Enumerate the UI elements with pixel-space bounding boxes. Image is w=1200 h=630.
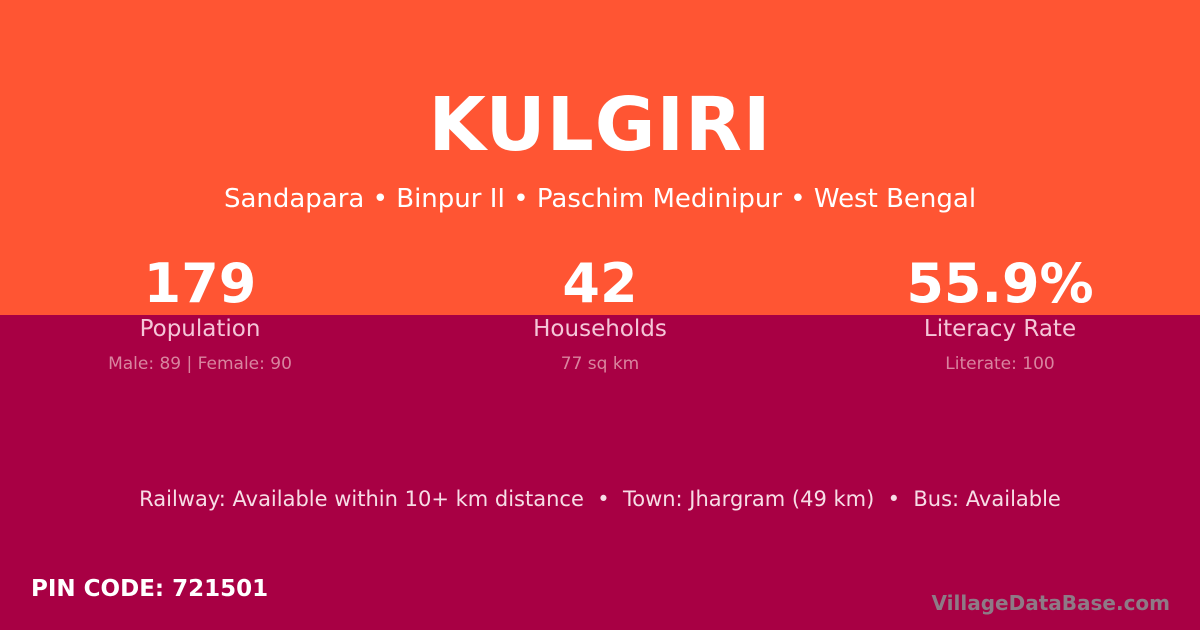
footer-band xyxy=(0,315,1200,630)
village-name: KULGIRI xyxy=(428,82,772,168)
stat-label: Population xyxy=(139,316,261,342)
header-band xyxy=(0,0,1200,315)
stat-label: Literacy Rate xyxy=(923,316,1077,342)
location-breadcrumb: Sandapara • Binpur II • Paschim Medinipu… xyxy=(223,184,977,214)
stat-label: Households xyxy=(533,316,667,342)
stat-value: 42 xyxy=(562,252,638,315)
stat-detail: 77 sq km xyxy=(560,354,640,374)
connectivity-info: Railway: Available within 10+ km distanc… xyxy=(139,487,1061,511)
pin-code: PIN CODE: 721501 xyxy=(31,576,269,602)
stat-value: 55.9% xyxy=(906,252,1094,315)
stat-value: 179 xyxy=(143,252,257,315)
stat-detail: Male: 89 | Female: 90 xyxy=(108,354,292,374)
brand-logo: VillageDataBase.com xyxy=(931,591,1170,615)
stat-detail: Literate: 100 xyxy=(945,354,1055,374)
